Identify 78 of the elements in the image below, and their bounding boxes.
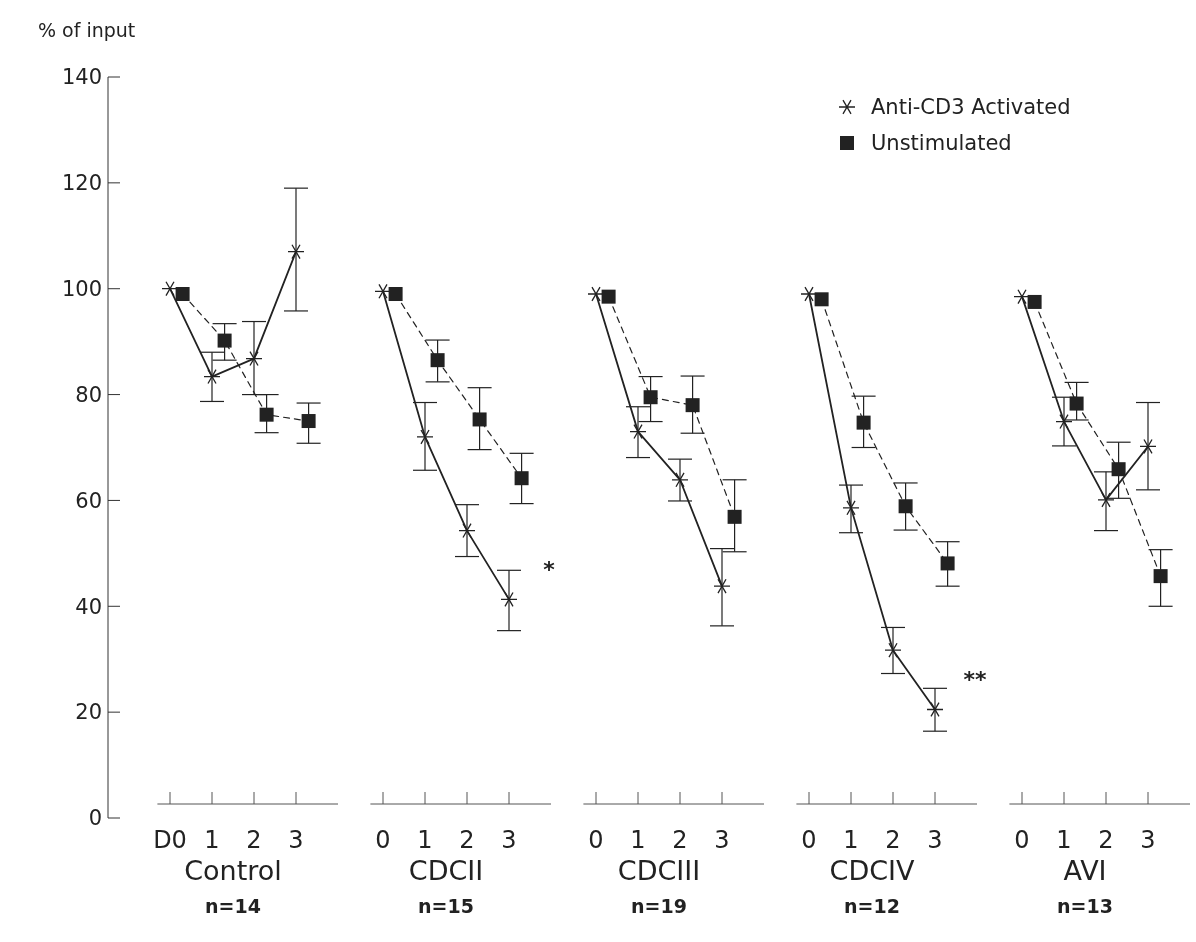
y-tick-label: 40 bbox=[75, 594, 102, 619]
y-tick-label: 60 bbox=[75, 488, 102, 513]
y-tick-label: 20 bbox=[75, 700, 102, 725]
x-axis-title: AVI bbox=[1063, 855, 1107, 886]
x-tick-label: 3 bbox=[501, 826, 517, 854]
annotation: ** bbox=[963, 667, 987, 693]
x-axis-title: Control bbox=[184, 855, 282, 886]
point bbox=[287, 244, 305, 260]
point bbox=[500, 591, 518, 607]
point bbox=[430, 353, 445, 368]
y-tick-label: 100 bbox=[61, 277, 102, 302]
point bbox=[601, 289, 616, 304]
point bbox=[884, 642, 902, 658]
x-tick-label: 2 bbox=[246, 826, 262, 854]
point bbox=[1027, 294, 1042, 309]
x-axis-title: CDCIV bbox=[829, 855, 915, 886]
text: n=15 bbox=[418, 895, 474, 917]
x-tick-label: 2 bbox=[672, 826, 688, 854]
point bbox=[203, 369, 221, 385]
point bbox=[713, 578, 731, 594]
x-tick-label: 0 bbox=[588, 826, 604, 854]
point bbox=[245, 351, 263, 367]
point bbox=[259, 407, 274, 422]
point bbox=[727, 509, 742, 524]
x-tick-label: 3 bbox=[927, 826, 943, 854]
y-axis-title: % of input bbox=[38, 19, 136, 41]
point bbox=[388, 287, 403, 302]
x-tick-label: 2 bbox=[1098, 826, 1114, 854]
point bbox=[926, 701, 944, 718]
point bbox=[940, 556, 955, 571]
x-tick-label: 1 bbox=[630, 826, 646, 854]
point bbox=[458, 523, 476, 539]
y-tick-label: 120 bbox=[61, 171, 102, 196]
y-tick-label: 80 bbox=[75, 382, 102, 407]
point bbox=[514, 471, 529, 486]
x-tick-label: D0 bbox=[153, 826, 187, 854]
text: n=19 bbox=[631, 895, 687, 917]
x-tick-label: 2 bbox=[459, 826, 475, 854]
legend-label: Anti-CD3 Activated bbox=[871, 95, 1071, 120]
x-tick-label: 1 bbox=[417, 826, 433, 854]
point bbox=[472, 412, 487, 427]
point bbox=[175, 287, 190, 302]
text: n=12 bbox=[844, 895, 900, 917]
text: n=13 bbox=[1057, 895, 1113, 917]
point bbox=[856, 415, 871, 430]
point bbox=[1069, 396, 1084, 411]
point bbox=[842, 500, 860, 516]
x-tick-label: 1 bbox=[204, 826, 220, 854]
point bbox=[1153, 569, 1168, 584]
x-axis-title: CDCIII bbox=[617, 855, 701, 886]
point bbox=[217, 333, 232, 348]
point bbox=[814, 292, 829, 307]
legend-label: Unstimulated bbox=[871, 131, 1012, 156]
point bbox=[1139, 438, 1157, 455]
point bbox=[629, 424, 647, 440]
point bbox=[301, 414, 316, 429]
point bbox=[1055, 413, 1073, 430]
point bbox=[1111, 462, 1126, 477]
x-axis-title: CDCII bbox=[408, 855, 484, 886]
x-tick-label: 3 bbox=[1140, 826, 1156, 854]
point bbox=[416, 429, 434, 445]
point bbox=[1097, 492, 1115, 508]
annotation: * bbox=[543, 557, 556, 583]
point bbox=[643, 390, 658, 405]
y-tick-label: 0 bbox=[88, 806, 102, 831]
x-tick-label: 3 bbox=[714, 826, 730, 854]
text: n=14 bbox=[205, 895, 261, 917]
x-tick-label: 0 bbox=[801, 826, 817, 854]
y-tick-label: 140 bbox=[61, 65, 102, 90]
point bbox=[685, 398, 700, 413]
x-tick-label: 2 bbox=[885, 826, 901, 854]
x-tick-label: 1 bbox=[1056, 826, 1072, 854]
point bbox=[671, 472, 689, 488]
x-tick-label: 3 bbox=[288, 826, 304, 854]
x-tick-label: 0 bbox=[1014, 826, 1030, 854]
x-tick-label: 0 bbox=[375, 826, 391, 854]
point bbox=[898, 499, 913, 514]
x-tick-label: 1 bbox=[843, 826, 859, 854]
